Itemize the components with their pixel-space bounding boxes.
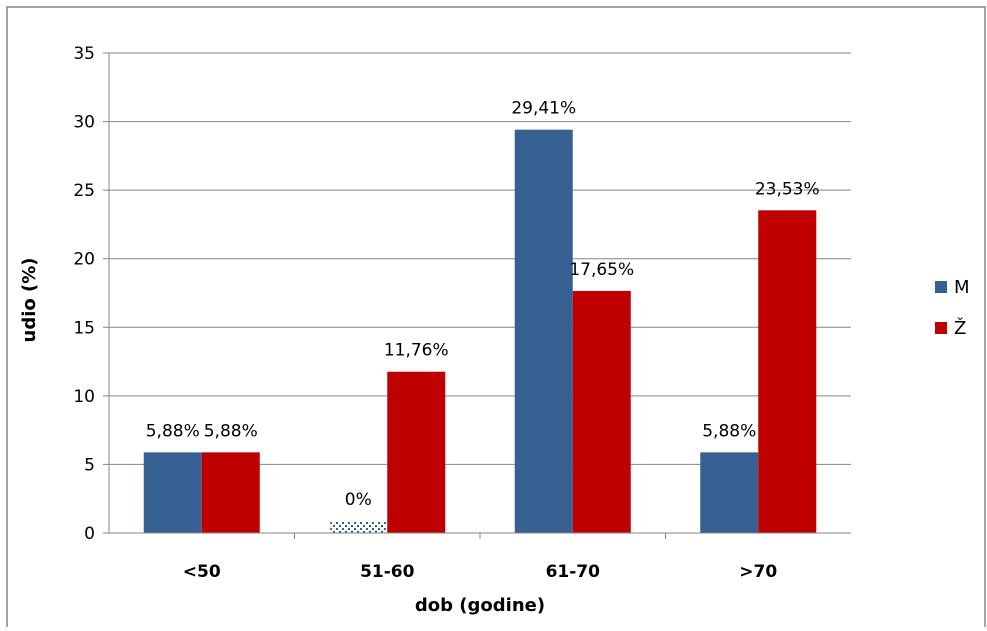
bar-z xyxy=(201,452,260,533)
data-label: 11,76% xyxy=(384,341,449,361)
bars xyxy=(143,129,817,534)
data-label: 5,88% xyxy=(146,421,200,441)
x-tick-label: >70 xyxy=(739,562,777,582)
x-axis: <50 51-60 61-70 >70 xyxy=(109,532,851,582)
y-axis-title: udio (%) xyxy=(19,258,40,343)
x-tick-label: 51-60 xyxy=(360,562,415,582)
x-tick-label: <50 xyxy=(183,562,221,582)
chart-area-border xyxy=(6,6,986,631)
y-tick-label: 30 xyxy=(73,113,95,133)
data-label: 5,88% xyxy=(204,421,258,441)
y-tick-label: 15 xyxy=(73,318,95,338)
data-labels: 5,88% 5,88%0%11,76%29,41%17,65%5,88%23,53… xyxy=(146,99,820,510)
y-tick-label: 0 xyxy=(84,524,95,544)
legend: M Ž xyxy=(935,277,970,339)
x-tick-label: 61-70 xyxy=(546,562,601,582)
data-label: 29,41% xyxy=(511,99,576,119)
data-label: 23,53% xyxy=(755,179,820,199)
bar-m xyxy=(143,452,202,533)
y-tick-label: 25 xyxy=(73,181,95,201)
legend-z-swatch xyxy=(935,322,947,334)
data-label: 5,88% xyxy=(702,421,756,441)
bar-z xyxy=(572,290,631,533)
legend-m-label: M xyxy=(954,277,970,298)
data-label: 17,65% xyxy=(569,260,634,280)
y-tick-label: 5 xyxy=(84,455,95,475)
y-tick-label: 20 xyxy=(73,250,95,270)
bar-m-zero xyxy=(330,521,387,533)
legend-m-swatch xyxy=(935,281,947,293)
legend-z-label: Ž xyxy=(954,317,966,339)
y-tick-label: 35 xyxy=(73,44,95,64)
bar-z xyxy=(387,371,446,533)
bar-z xyxy=(758,210,817,533)
y-tick-label: 10 xyxy=(73,387,95,407)
data-label: 0% xyxy=(345,490,372,510)
x-axis-title: dob (godine) xyxy=(415,595,545,616)
y-axis: 0 5 10 15 20 25 30 35 xyxy=(73,44,110,544)
bar-m xyxy=(514,129,573,534)
bar-m xyxy=(700,452,759,533)
